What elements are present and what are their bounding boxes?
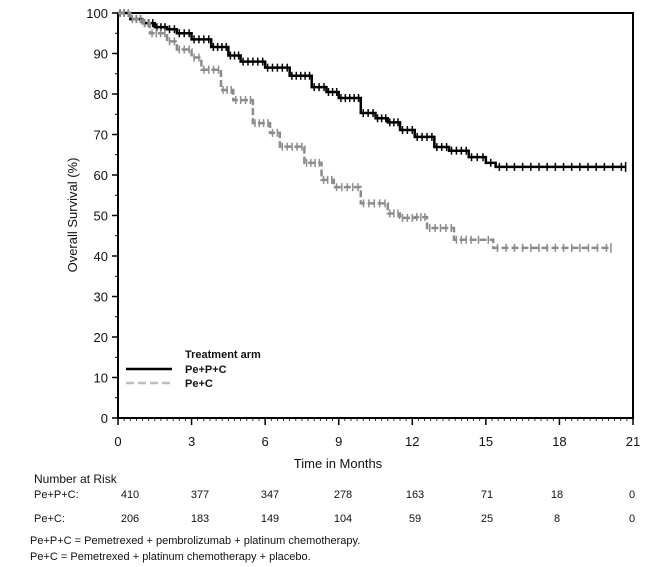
- footnote-pe-p-c: Pe+P+C = Pemetrexed + pembrolizumab + pl…: [30, 535, 361, 547]
- risk-value: 0: [628, 489, 636, 501]
- risk-value: 59: [408, 513, 422, 525]
- y-tick-label: 100: [86, 6, 108, 21]
- risk-row-label-pe-p-c: Pe+P+C:: [34, 489, 79, 501]
- km-chart: 0 10 20 30 40 50 60 70 80 90 100 0 3 6 9 12 15 18 21 Time…: [65, 6, 640, 470]
- legend-label-pe-c: Pe+C: [185, 378, 213, 390]
- x-tick-label: 12: [405, 434, 419, 449]
- x-tick-label: 0: [114, 434, 121, 449]
- risk-value: 18: [550, 489, 564, 501]
- series-line-pe-p-c: [118, 11, 626, 169]
- y-tick-label: 80: [94, 87, 108, 102]
- y-tick-label: 10: [94, 371, 108, 386]
- x-axis-title: Time in Months: [294, 456, 383, 470]
- x-tick-label: 21: [626, 434, 640, 449]
- x-tick-label: 15: [479, 434, 493, 449]
- x-tick-label: 6: [262, 434, 269, 449]
- y-tick-label: 30: [94, 290, 108, 305]
- risk-value: 347: [260, 489, 280, 501]
- legend-title: Treatment arm: [185, 349, 261, 361]
- risk-value: 0: [628, 513, 636, 525]
- x-tick-label: 3: [188, 434, 195, 449]
- risk-value: 278: [333, 489, 353, 501]
- x-axis: 0 3 6 9 12 15 18 21: [114, 418, 640, 449]
- y-tick-label: 70: [94, 128, 108, 143]
- series-line-pe-c: [118, 11, 611, 250]
- footnote-pe-c: Pe+C = Pemetrexed + platinum chemotherap…: [30, 551, 311, 563]
- y-tick-label: 60: [94, 168, 108, 183]
- legend-label-pe-p-c: Pe+P+C: [185, 364, 227, 376]
- risk-value: 206: [120, 513, 140, 525]
- legend: Treatment arm Pe+P+C Pe+C: [126, 349, 261, 390]
- x-tick-label: 18: [552, 434, 566, 449]
- risk-value: 25: [480, 513, 494, 525]
- series-layer: [118, 9, 627, 253]
- x-tick-label: 9: [335, 434, 342, 449]
- risk-value: 71: [480, 489, 494, 501]
- y-tick-label: 50: [94, 209, 108, 224]
- y-tick-label: 0: [101, 411, 108, 426]
- y-tick-label: 20: [94, 330, 108, 345]
- number-at-risk-title: Number at Risk: [34, 472, 117, 486]
- y-axis-title: Overall Survival (%): [65, 158, 80, 273]
- risk-value: 104: [333, 513, 353, 525]
- risk-value: 183: [190, 513, 210, 525]
- risk-value: 163: [405, 489, 425, 501]
- risk-value: 410: [120, 489, 140, 501]
- risk-value: 377: [190, 489, 210, 501]
- risk-value: 149: [260, 513, 280, 525]
- risk-row-label-pe-c: Pe+C:: [34, 513, 65, 525]
- y-axis: 0 10 20 30 40 50 60 70 80 90 100: [86, 6, 118, 426]
- risk-value: 8: [553, 513, 561, 525]
- y-tick-label: 40: [94, 249, 108, 264]
- y-tick-label: 90: [94, 47, 108, 62]
